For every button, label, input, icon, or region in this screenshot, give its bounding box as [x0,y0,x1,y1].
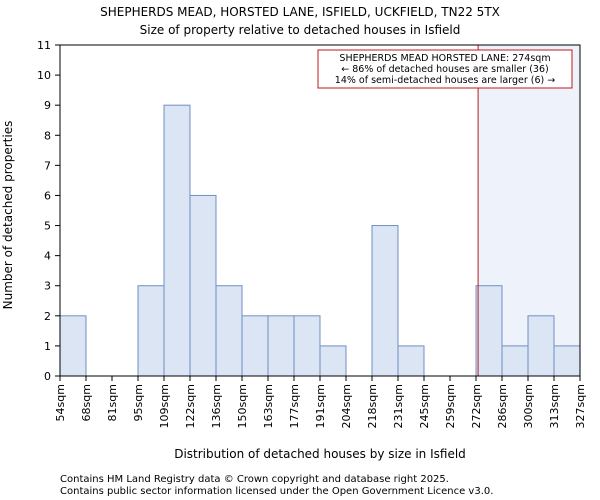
y-tick-label: 5 [44,220,51,233]
y-tick-label: 7 [44,159,51,172]
annotation-line-3: 14% of semi-detached houses are larger (… [335,75,555,86]
x-tick-label: 81sqm [106,384,119,421]
x-tick-label: 313sqm [548,384,561,428]
x-tick-label: 300sqm [522,384,535,428]
x-tick-label: 177sqm [288,384,301,428]
bar-286sqm [501,345,529,377]
bar-95sqm [137,285,165,377]
y-tick-label: 6 [44,189,51,202]
x-tick-label: 245sqm [418,384,431,428]
y-tick-label: 10 [37,69,51,82]
y-tick-label: 9 [44,99,51,112]
bar-231sqm [397,345,425,377]
y-tick-label: 3 [44,280,51,293]
chart-subtitle: Size of property relative to detached ho… [140,23,461,37]
x-tick-label: 54sqm [54,384,67,421]
bar-109sqm [163,104,191,377]
x-tick-label: 95sqm [132,384,145,421]
annotation-line-2: ← 86% of detached houses are smaller (36… [341,64,548,75]
x-tick-label: 286sqm [496,384,509,428]
y-axis-label: Number of detached properties [1,121,15,310]
y-tick-label: 8 [44,129,51,142]
bar-300sqm [527,315,555,377]
bar-54sqm [59,315,87,377]
x-tick-label: 136sqm [210,384,223,428]
x-axis-label: Distribution of detached houses by size … [174,447,466,461]
x-tick-label: 122sqm [184,384,197,428]
x-tick-label: 218sqm [366,384,379,428]
x-tick-label: 327sqm [574,384,587,428]
bar-218sqm [371,225,399,377]
x-tick-label: 204sqm [340,384,353,428]
bar-272sqm [475,285,503,377]
annotation-frame [317,49,573,89]
y-tick-label: 2 [44,310,51,323]
x-tick-label: 272sqm [470,384,483,428]
footer-line-1: Contains HM Land Registry data © Crown c… [60,474,449,485]
annotation-line-1: SHEPHERDS MEAD HORSTED LANE: 274sqm [339,53,550,64]
x-tick-label: 109sqm [158,384,171,428]
bar-313sqm [553,345,581,377]
bar-136sqm [215,285,243,377]
chart-title: SHEPHERDS MEAD, HORSTED LANE, ISFIELD, U… [100,5,500,19]
x-tick-label: 259sqm [444,384,457,428]
bar-177sqm [293,315,321,377]
annotation-box: SHEPHERDS MEAD HORSTED LANE: 274sqm ← 86… [317,49,573,89]
bar-150sqm [241,315,269,377]
footer-line-2: Contains public sector information licen… [60,486,493,497]
y-tick-label: 1 [44,340,51,353]
y-tick-label: 11 [37,39,51,52]
bar-163sqm [267,315,295,377]
x-tick-label: 150sqm [236,384,249,428]
x-tick-label: 231sqm [392,384,405,428]
y-tick-label: 4 [44,250,51,263]
x-tick-label: 191sqm [314,384,327,428]
bar-122sqm [189,194,217,377]
bar-191sqm [319,345,347,377]
y-tick-label: 0 [44,370,51,383]
x-tick-label: 163sqm [262,384,275,428]
x-tick-label: 68sqm [80,384,93,421]
